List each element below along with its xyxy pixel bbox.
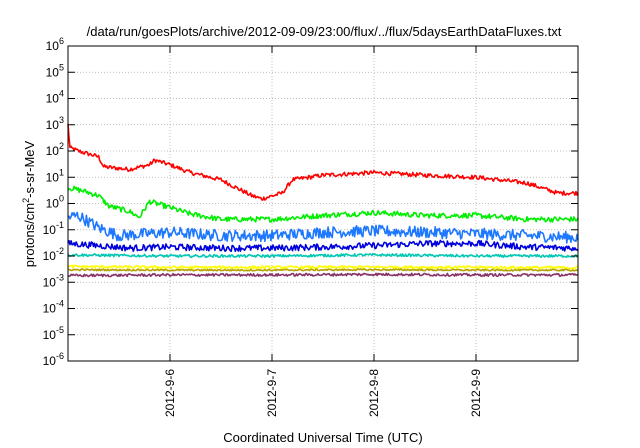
series-layer <box>67 124 579 278</box>
axes <box>67 45 579 362</box>
y-tick-label: 10-5 <box>43 325 64 342</box>
y-tick-label: 103 <box>46 115 64 132</box>
y-tick-label: 10-6 <box>43 351 64 368</box>
y-tick-label: 10-4 <box>43 299 64 316</box>
series-line-6 <box>67 264 579 270</box>
x-tick-label: 2012-9-8 <box>367 369 381 417</box>
y-tick-label: 105 <box>46 62 64 79</box>
series-line-3 <box>67 211 579 244</box>
series-line-2 <box>67 185 579 223</box>
series-line-4 <box>67 239 579 252</box>
y-tick-labels: 10-6 10-5 10-4 10-3 10-2 10-1 100 101 102 103 104 1… <box>43 36 64 368</box>
x-axis-label: Coordinated Universal Time (UTC) <box>223 430 422 445</box>
x-tick-labels: 2012-9-6 2012-9-7 2012-9-8 2012-9-9 <box>163 369 483 417</box>
series-line-1 <box>67 124 579 201</box>
series-line-8 <box>67 272 579 278</box>
x-tick-label: 2012-9-6 <box>163 369 177 417</box>
series-line-7 <box>67 268 579 272</box>
y-tick-label: 10-2 <box>43 246 64 263</box>
y-tick-label: 10-1 <box>43 220 64 237</box>
y-tick-label: 100 <box>46 194 64 211</box>
y-axis-label: protons/cm2-s-sr-MeV <box>21 140 37 267</box>
y-tick-label: 104 <box>46 89 64 106</box>
x-tick-label: 2012-9-9 <box>469 369 483 417</box>
grid-lines <box>68 46 578 361</box>
series-line-5 <box>67 252 579 259</box>
y-tick-label: 102 <box>46 141 64 158</box>
x-tick-label: 2012-9-7 <box>265 369 279 417</box>
y-tick-label: 106 <box>46 36 64 53</box>
y-tick-label: 10-3 <box>43 272 64 289</box>
plot-frame <box>67 45 579 362</box>
y-tick-label: 101 <box>46 167 64 184</box>
chart-title: /data/run/goesPlots/archive/2012-09-09/2… <box>87 24 562 39</box>
